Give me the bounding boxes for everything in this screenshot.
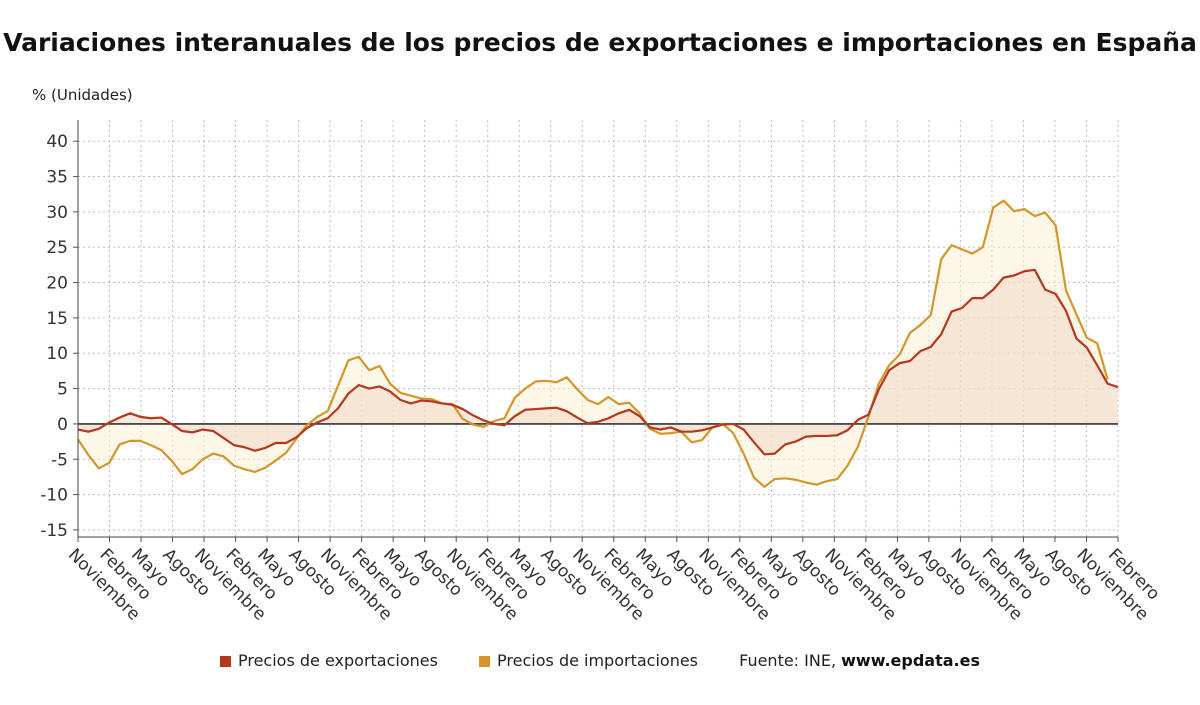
y-tick-label: 10 [46, 344, 68, 364]
series-lines [77, 199, 1119, 488]
legend-label-exports: Precios de exportaciones [237, 651, 438, 670]
legend-swatch-exports [219, 656, 231, 667]
y-tick-label: 20 [46, 274, 68, 294]
y-tick-label: 30 [46, 203, 68, 223]
y-tick-label: 25 [46, 238, 68, 258]
series-line-1 [77, 199, 1109, 488]
source-link[interactable]: www.epdata.es [841, 651, 980, 670]
legend-swatch-imports [479, 656, 491, 667]
y-tick-label: 0 [57, 415, 68, 435]
y-tick-label: 15 [46, 309, 68, 329]
legend-label-imports: Precios de importaciones [497, 651, 699, 670]
y-tick-label: 40 [46, 132, 68, 152]
axes [73, 120, 1119, 542]
x-tick-labels: NoviembreFebreroMayoAgostoNoviembreFebre… [64, 545, 1164, 625]
y-tick-label: 35 [46, 168, 68, 188]
source-note: Fuente: INE, www.epdata.es [739, 651, 980, 670]
legend: Precios de exportaciones Precios de impo… [0, 650, 1200, 670]
source-label: Fuente: INE, [739, 651, 837, 670]
y-tick-label: -15 [40, 521, 68, 541]
y-tick-label: -5 [51, 450, 68, 470]
y-tick-label: 5 [57, 380, 68, 400]
y-tick-label: -10 [40, 486, 68, 506]
y-axis-label: % (Unidades) [32, 86, 133, 104]
legend-item-exports: Precios de exportaciones [219, 651, 438, 670]
series-line-0 [77, 268, 1119, 456]
legend-item-imports: Precios de importaciones [479, 651, 698, 670]
y-tick-labels: -15 -10 -5 0 5 10 15 20 25 30 35 40 [40, 132, 68, 541]
chart-title: Variaciones interanuales de los precios … [3, 28, 1197, 57]
